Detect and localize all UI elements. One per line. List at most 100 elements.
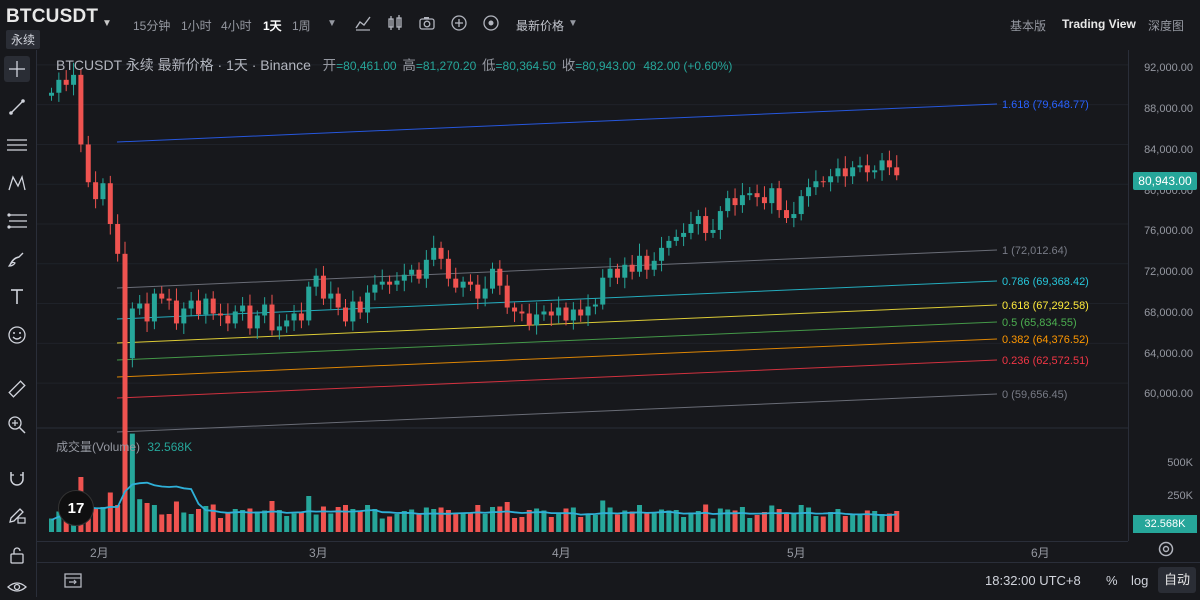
volume-bar xyxy=(107,492,113,532)
clock-timezone[interactable]: 18:32:00 UTC+8 xyxy=(985,573,1081,588)
tf-1h[interactable]: 1小时 xyxy=(181,19,212,33)
symbol-dropdown-icon[interactable]: ▼ xyxy=(102,18,112,29)
volume-bar xyxy=(467,512,473,532)
candle-body xyxy=(747,193,753,196)
tradingview-logo[interactable]: 17 xyxy=(58,490,94,526)
ruler-tool[interactable] xyxy=(4,376,30,402)
log-toggle[interactable]: log xyxy=(1131,573,1149,588)
settings-icon[interactable] xyxy=(1157,540,1175,558)
tab-trading-view[interactable]: Trading View xyxy=(1062,17,1136,31)
lock-draw-tool[interactable] xyxy=(4,502,30,528)
candle-body xyxy=(107,183,113,224)
open-label: 开 xyxy=(322,58,337,73)
candle-body xyxy=(864,165,870,173)
trendline-tool[interactable] xyxy=(4,94,30,120)
auto-scale-toggle[interactable]: 自动 xyxy=(1158,567,1196,593)
volume-bar xyxy=(181,512,187,532)
volume-label: 成交量(Volume) xyxy=(56,440,141,454)
volume-last-label: 32.568K xyxy=(1133,515,1197,533)
timeframe-dropdown-icon[interactable]: ▼ xyxy=(327,18,337,29)
percent-toggle[interactable]: % xyxy=(1106,573,1118,588)
candle-body xyxy=(394,280,400,285)
candle-type-icon[interactable] xyxy=(386,14,404,32)
volume-bar xyxy=(262,510,268,532)
price-type-select[interactable]: 最新价格 xyxy=(516,19,565,33)
add-icon[interactable] xyxy=(450,14,468,32)
candle-body xyxy=(798,196,804,215)
pattern-tool[interactable] xyxy=(4,170,30,196)
fibonacci-channel[interactable]: 1.618 (79,648.77) 1 (72,012.64) 0.786 (69,… xyxy=(116,99,1089,433)
candle-body xyxy=(240,305,246,312)
fib-tool[interactable] xyxy=(4,208,30,234)
volume-bar xyxy=(372,509,378,532)
candle-body xyxy=(49,92,54,96)
zoom-tool[interactable] xyxy=(4,412,30,438)
candle-body xyxy=(438,247,444,259)
lock-tool[interactable] xyxy=(4,542,30,568)
fib-line xyxy=(116,249,998,289)
indicator-icon[interactable] xyxy=(354,14,372,32)
magnet-tool[interactable] xyxy=(4,466,30,492)
ruler-icon xyxy=(8,380,26,398)
crosshair-tool[interactable] xyxy=(4,56,30,82)
volume-bar xyxy=(659,509,665,532)
candle-body xyxy=(306,286,312,321)
camera-icon[interactable] xyxy=(418,14,436,32)
symbol-name[interactable]: BTCUSDT xyxy=(6,6,99,27)
candle-body xyxy=(254,315,260,329)
top-toolbar: BTCUSDT ▼ 永续 15分钟 1小时 4小时 1天 1周 ▼ 最新价格 ▼… xyxy=(0,0,1200,50)
brush-tool[interactable] xyxy=(4,246,30,272)
volume-bar xyxy=(188,514,194,532)
volume-bar xyxy=(534,508,540,532)
text-tool[interactable] xyxy=(4,284,30,310)
tf-15m[interactable]: 15分钟 xyxy=(133,19,171,33)
volume-bar xyxy=(791,514,797,532)
candle-body xyxy=(218,313,224,316)
candlestick-series xyxy=(49,62,900,368)
time-tick: 2月 xyxy=(90,546,109,560)
candle-body xyxy=(56,79,62,93)
price-type-dropdown-icon[interactable]: ▼ xyxy=(568,18,578,29)
tab-depth-chart[interactable]: 深度图 xyxy=(1148,19,1185,33)
volume-bar xyxy=(754,515,760,532)
emoji-tool[interactable] xyxy=(4,322,30,348)
volume-bar xyxy=(864,510,870,532)
candle-body xyxy=(519,311,525,314)
candle-body xyxy=(850,167,856,177)
time-axis[interactable]: 2月 3月 4月 5月 6月 xyxy=(37,541,1128,562)
tf-4h[interactable]: 4小时 xyxy=(221,19,252,33)
price-tick: 88,000.00 xyxy=(1144,103,1193,115)
candle-body xyxy=(78,74,84,145)
volume-bar xyxy=(394,514,400,532)
date-range-icon[interactable] xyxy=(63,571,83,589)
candle-body xyxy=(857,165,863,168)
visibility-tool[interactable] xyxy=(4,574,30,600)
lock-icon xyxy=(10,547,24,564)
volume-bar xyxy=(776,509,782,532)
candle-body xyxy=(482,288,488,299)
parallel-lines-icon xyxy=(7,139,27,151)
candle-body xyxy=(181,308,187,324)
volume-bar xyxy=(115,505,121,532)
price-chart[interactable]: 1.618 (79,648.77) 1 (72,012.64) 0.786 (69,… xyxy=(37,50,1128,541)
price-axis[interactable]: 92,000.00 88,000.00 84,000.00 80,000.00 … xyxy=(1128,50,1200,541)
volume-bar xyxy=(482,514,488,532)
candle-body xyxy=(379,281,385,285)
candle-body xyxy=(144,303,150,322)
candle-body xyxy=(335,293,341,308)
fib-label: 0.236 (62,572.51) xyxy=(1002,355,1089,367)
target-icon[interactable] xyxy=(482,14,500,32)
candle-body xyxy=(115,224,121,254)
volume-bar xyxy=(717,508,723,532)
volume-bar xyxy=(350,509,356,532)
candle-body xyxy=(614,268,620,278)
tab-basic[interactable]: 基本版 xyxy=(1010,19,1047,33)
tf-1d[interactable]: 1天 xyxy=(263,19,282,33)
close-value: =80,943.00 xyxy=(575,59,636,73)
tf-1w[interactable]: 1周 xyxy=(292,19,311,33)
candle-body xyxy=(387,281,393,285)
horizontal-lines-tool[interactable] xyxy=(4,132,30,158)
candle-body xyxy=(460,281,466,288)
candle-body xyxy=(85,144,91,183)
volume-bar xyxy=(328,513,334,532)
